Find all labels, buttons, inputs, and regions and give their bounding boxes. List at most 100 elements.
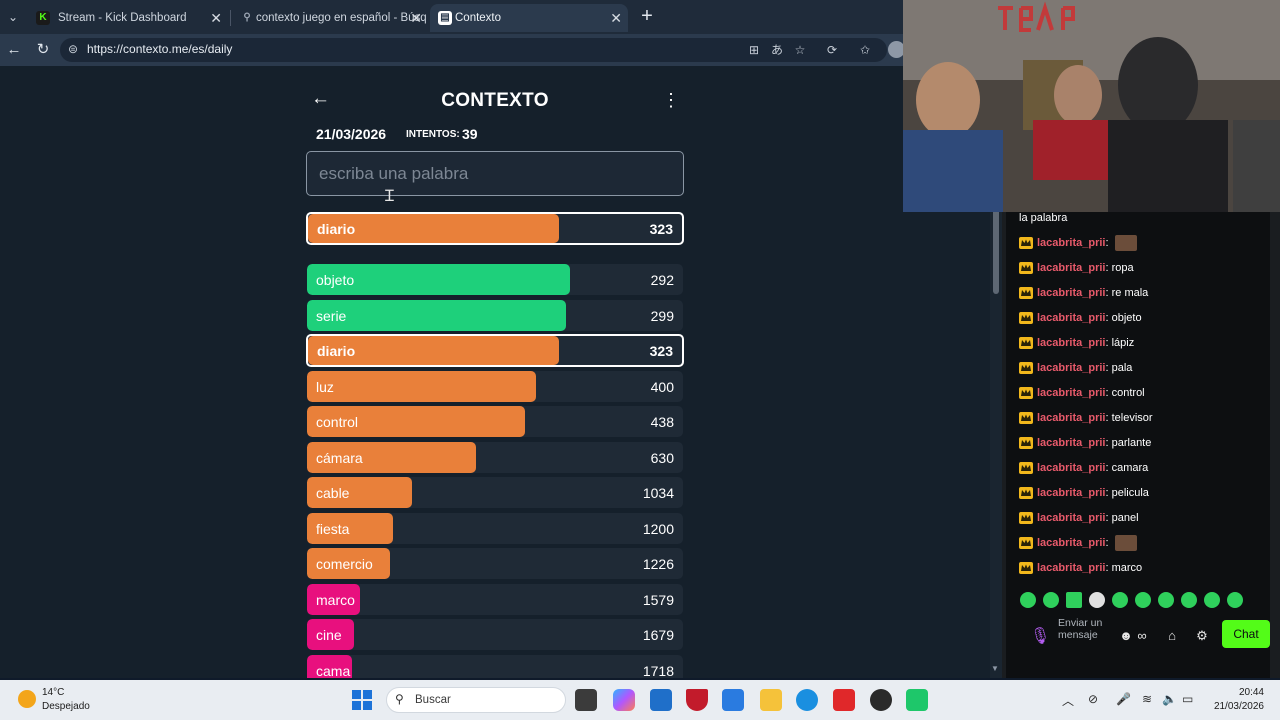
crown-badge-icon <box>1019 237 1033 250</box>
chat-username[interactable]: lacabrita_prii <box>1037 262 1106 274</box>
emote-icon[interactable] <box>1227 592 1243 608</box>
favorites-list-icon[interactable]: ✩ <box>859 43 871 57</box>
chevron-up-icon[interactable]: ︿ <box>1062 694 1075 708</box>
emote-icon[interactable] <box>1043 592 1059 608</box>
emote-icon[interactable] <box>1112 592 1128 608</box>
guess-word: serie <box>316 307 347 324</box>
l-app-icon[interactable] <box>833 689 855 711</box>
emote-icon[interactable] <box>1158 592 1174 608</box>
guess-proximity-bar <box>307 619 354 650</box>
word-input-box[interactable] <box>306 151 684 196</box>
guess-row: cable 1034 <box>307 477 683 508</box>
emote-icon[interactable] <box>1089 592 1105 608</box>
emote-icon[interactable] <box>1066 592 1082 608</box>
chat-colon: : <box>1105 462 1112 474</box>
profile-avatar[interactable] <box>888 41 905 58</box>
close-icon[interactable]: ✕ <box>210 10 222 26</box>
chat-username[interactable]: lacabrita_prii <box>1037 412 1106 424</box>
emoji-icon[interactable]: ☻ <box>1119 628 1133 643</box>
store-icon[interactable]: ⌂ <box>1168 628 1176 643</box>
extensions-icon[interactable]: ⟳ <box>826 43 838 57</box>
attempts-count: 39 <box>462 126 478 142</box>
chat-username[interactable]: lacabrita_prii <box>1037 312 1106 324</box>
chat-input[interactable]: Enviar un mensaje <box>1058 617 1103 641</box>
copilot-icon[interactable] <box>613 689 635 711</box>
chat-username[interactable]: lacabrita_prii <box>1037 387 1106 399</box>
word-input[interactable] <box>319 160 669 188</box>
favorite-star-icon[interactable]: ☆ <box>794 43 806 57</box>
kick-icon[interactable] <box>906 689 928 711</box>
scroll-down-icon[interactable]: ▼ <box>991 664 999 673</box>
emote-icon[interactable] <box>1020 592 1036 608</box>
close-icon[interactable]: ✕ <box>410 10 422 26</box>
microphone-icon[interactable]: 🎤 <box>1116 692 1131 706</box>
site-info-icon[interactable]: ⊜ <box>68 42 79 56</box>
chat-message: lacabrita_prii: televisor <box>1019 409 1153 427</box>
url-field[interactable]: ⊜ https://contexto.me/es/daily ⊞ あ ☆ ⟳ ✩ <box>60 38 887 62</box>
wifi-icon[interactable]: ≋ <box>1142 692 1153 706</box>
last-guess-word: diario <box>317 221 356 237</box>
file-explorer-icon[interactable] <box>760 689 782 711</box>
battery-icon[interactable]: ▭ <box>1182 692 1194 706</box>
chat-username[interactable]: lacabrita_prii <box>1037 537 1106 549</box>
contexto-page: ← CONTEXTO ⋮ 21/03/2026 INTENTOS: 39 Ɪ d… <box>0 66 990 678</box>
infinity-icon[interactable]: ∞ <box>1137 628 1147 643</box>
url-text[interactable]: https://contexto.me/es/daily <box>87 42 233 56</box>
more-options-icon[interactable]: ⋮ <box>662 90 680 110</box>
microphone-icon[interactable]: 🎙 <box>1030 628 1051 645</box>
guess-rank: 292 <box>650 272 674 288</box>
translate-icon[interactable]: あ <box>770 43 783 57</box>
guess-row: control 438 <box>307 406 683 437</box>
crown-badge-icon <box>1019 562 1033 575</box>
back-arrow-icon[interactable]: ← <box>311 88 330 109</box>
close-icon[interactable]: ✕ <box>610 10 622 26</box>
new-tab-plus-icon[interactable]: + <box>641 5 653 27</box>
chat-username[interactable]: lacabrita_prii <box>1037 287 1106 299</box>
chat-message: lacabrita_prii: pelicula <box>1019 484 1149 502</box>
refresh-icon[interactable]: ↻ <box>36 41 50 58</box>
obs-icon[interactable] <box>870 689 892 711</box>
emote-icon[interactable] <box>1204 592 1220 608</box>
store-icon[interactable] <box>650 689 672 711</box>
weather-moon-icon[interactable] <box>18 690 36 708</box>
tab-contexto[interactable]: ▤ Contexto ✕ <box>430 4 628 32</box>
chat-message: lacabrita_prii: panel <box>1019 509 1139 527</box>
tab-google-search[interactable]: ⚲ contexto juego en español - Búsq ✕ <box>232 4 428 32</box>
chat-colon: : <box>1105 562 1112 574</box>
task-view-icon[interactable] <box>575 689 597 711</box>
guess-word: objeto <box>316 272 355 288</box>
chat-username[interactable]: lacabrita_prii <box>1037 337 1106 349</box>
guess-rank: 1226 <box>642 556 674 572</box>
emote-icon[interactable] <box>1181 592 1197 608</box>
mcafee-icon[interactable] <box>686 689 708 711</box>
weather-temp[interactable]: 14°C <box>42 687 65 698</box>
chat-username[interactable]: lacabrita_prii <box>1037 362 1106 374</box>
clock-date[interactable]: 21/03/2026 <box>1213 701 1264 712</box>
outlook-icon[interactable] <box>722 689 744 711</box>
tab-kick-dashboard[interactable]: K Stream - Kick Dashboard ✕ <box>28 4 228 32</box>
chat-scrollbar[interactable] <box>1270 212 1280 678</box>
crown-badge-icon <box>1019 387 1033 400</box>
app-available-icon[interactable]: ⊞ <box>748 43 760 57</box>
taskbar-search[interactable]: ⚲ Buscar <box>386 687 566 713</box>
gear-icon[interactable]: ⚙ <box>1196 628 1208 643</box>
chat-username[interactable]: lacabrita_prii <box>1037 512 1106 524</box>
chat-username[interactable]: lacabrita_prii <box>1037 437 1106 449</box>
weather-desc[interactable]: Despejado <box>42 701 90 712</box>
back-arrow-icon[interactable]: ← <box>6 41 22 58</box>
edge-icon[interactable] <box>796 689 818 711</box>
tab-actions-chevron-icon[interactable]: ⌄ <box>7 10 19 24</box>
crown-badge-icon <box>1019 262 1033 275</box>
chat-username[interactable]: lacabrita_prii <box>1037 562 1106 574</box>
emote-icon[interactable] <box>1135 592 1151 608</box>
clock-time[interactable]: 20:44 <box>1238 687 1264 698</box>
volume-icon[interactable]: 🔈 <box>1162 692 1177 706</box>
kick-icon: K <box>36 11 50 25</box>
network-off-icon[interactable]: ⊘ <box>1088 692 1099 706</box>
chat-message-text: re mala <box>1111 287 1149 299</box>
chat-send-button[interactable]: Chat <box>1222 620 1270 648</box>
windows-start-icon[interactable] <box>352 690 372 710</box>
chat-username[interactable]: lacabrita_prii <box>1037 237 1106 249</box>
chat-username[interactable]: lacabrita_prii <box>1037 462 1106 474</box>
chat-username[interactable]: lacabrita_prii <box>1037 487 1106 499</box>
